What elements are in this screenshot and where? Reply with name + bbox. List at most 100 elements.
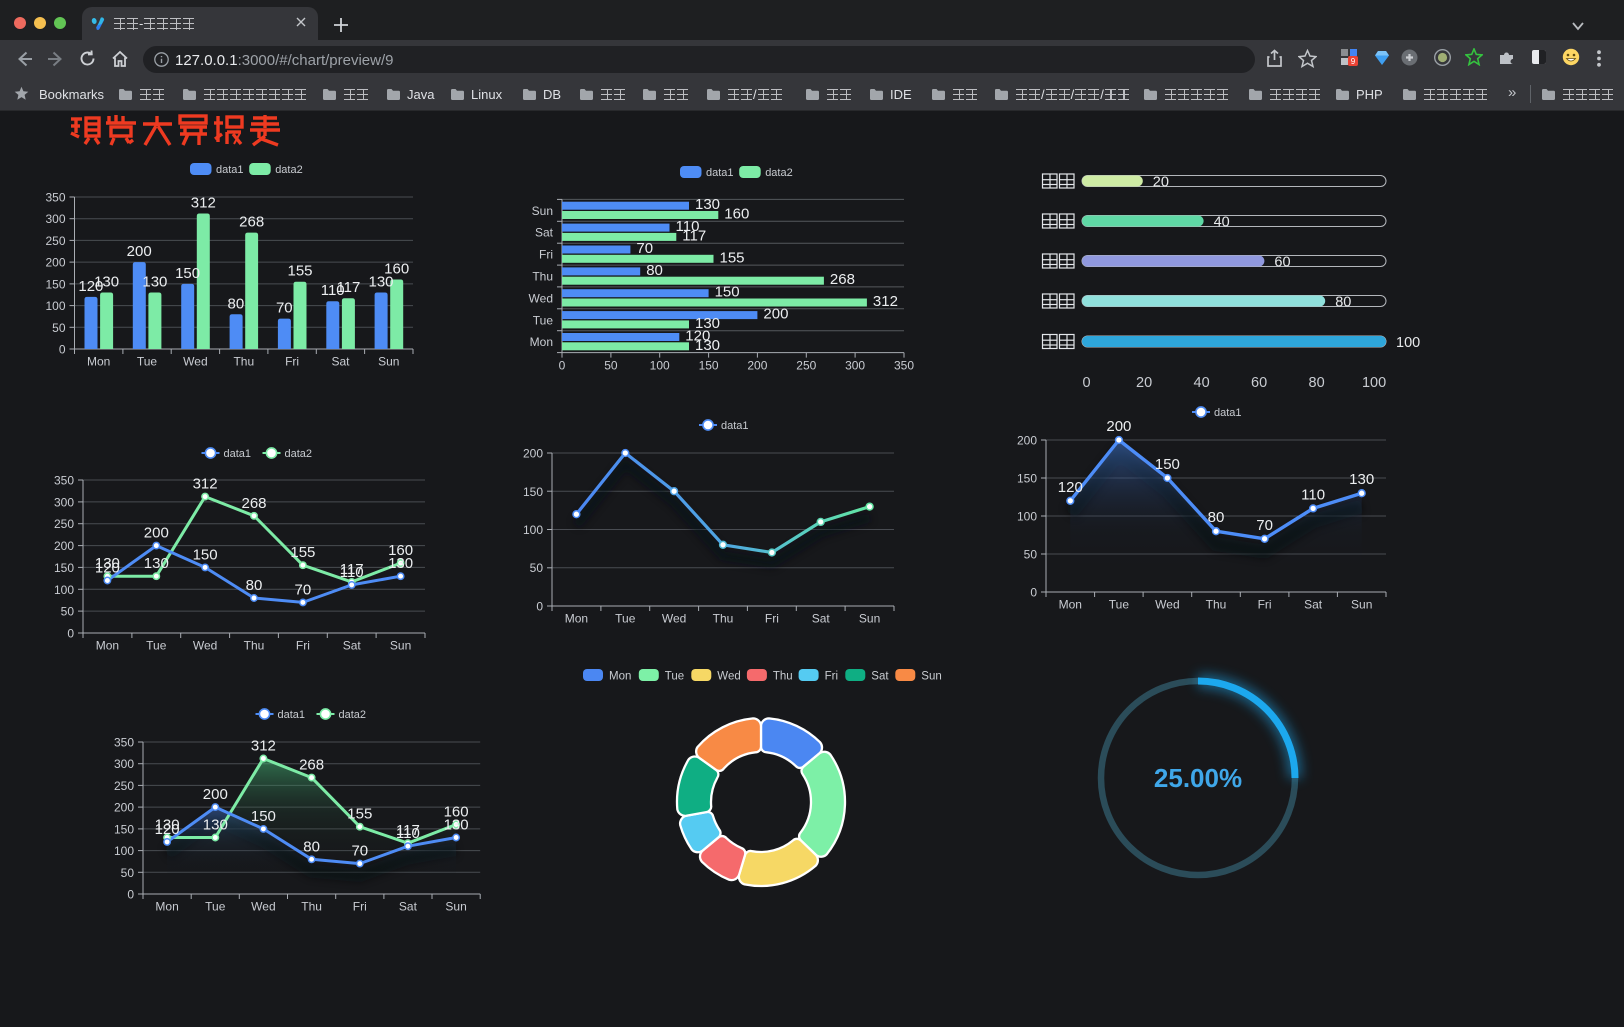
svg-text:250: 250 <box>796 359 816 373</box>
svg-text:200: 200 <box>144 525 169 542</box>
svg-text:Tue: Tue <box>137 355 158 369</box>
svg-text:Thu: Thu <box>244 639 265 653</box>
svg-text:100: 100 <box>114 844 134 858</box>
svg-text:200: 200 <box>114 801 134 815</box>
svg-text:0: 0 <box>536 600 543 614</box>
svg-text:130: 130 <box>94 274 119 291</box>
svg-text:268: 268 <box>241 495 266 512</box>
svg-text:110: 110 <box>340 564 364 581</box>
svg-text:130: 130 <box>368 274 393 291</box>
svg-text:Fri: Fri <box>539 248 553 262</box>
svg-text:70: 70 <box>1256 517 1273 534</box>
svg-text:130: 130 <box>695 337 720 354</box>
svg-text:Tue: Tue <box>205 900 226 914</box>
svg-text:150: 150 <box>699 359 719 373</box>
svg-text:120: 120 <box>78 278 103 295</box>
svg-text:160: 160 <box>724 206 749 223</box>
svg-text:130: 130 <box>144 555 169 572</box>
svg-text:117: 117 <box>682 227 706 244</box>
svg-text:Fri: Fri <box>353 900 367 914</box>
svg-text:9: 9 <box>1351 57 1356 66</box>
svg-text:130: 130 <box>142 274 167 291</box>
svg-text:Tue: Tue <box>665 671 684 683</box>
svg-text:Tue: Tue <box>1109 598 1130 612</box>
svg-text:100: 100 <box>1017 510 1037 524</box>
svg-text:100: 100 <box>1396 335 1420 351</box>
svg-text:350: 350 <box>45 191 65 205</box>
svg-text:200: 200 <box>747 359 767 373</box>
svg-text:Sun: Sun <box>445 900 466 914</box>
svg-text:120: 120 <box>95 560 120 577</box>
svg-text:130: 130 <box>203 817 228 834</box>
svg-text:Fri: Fri <box>296 639 310 653</box>
svg-text:268: 268 <box>830 271 855 288</box>
svg-text:130: 130 <box>95 555 120 572</box>
svg-text:100: 100 <box>54 583 74 597</box>
svg-text:100: 100 <box>650 359 670 373</box>
svg-text:150: 150 <box>114 822 134 836</box>
svg-text:Mon: Mon <box>96 639 119 653</box>
svg-text:Sat: Sat <box>331 355 350 369</box>
svg-text:70: 70 <box>276 300 293 317</box>
svg-text:data1: data1 <box>706 167 734 179</box>
svg-text:0: 0 <box>559 359 566 373</box>
svg-text:312: 312 <box>193 476 218 493</box>
svg-text:Wed: Wed <box>251 900 275 914</box>
svg-text:80: 80 <box>1208 509 1225 526</box>
svg-text:150: 150 <box>715 284 740 301</box>
svg-text:200: 200 <box>45 256 65 270</box>
svg-text:25.00%: 25.00% <box>1154 763 1242 793</box>
svg-text:200: 200 <box>1017 434 1037 448</box>
svg-text:Sat: Sat <box>343 639 362 653</box>
svg-text:130: 130 <box>444 817 469 834</box>
svg-text:20: 20 <box>1136 375 1152 391</box>
svg-text:Tue: Tue <box>615 612 636 626</box>
svg-text:Wed: Wed <box>183 355 207 369</box>
svg-text:Fri: Fri <box>285 355 299 369</box>
svg-text:70: 70 <box>295 581 312 598</box>
svg-text:data2: data2 <box>339 709 367 721</box>
svg-text:150: 150 <box>251 808 276 825</box>
svg-text:100: 100 <box>45 299 65 313</box>
svg-text:Sat: Sat <box>535 226 554 240</box>
svg-text:200: 200 <box>523 447 543 461</box>
svg-text:200: 200 <box>763 306 788 323</box>
svg-text:Thu: Thu <box>301 900 322 914</box>
svg-text:Wed: Wed <box>662 612 686 626</box>
svg-text:160: 160 <box>384 261 409 278</box>
svg-text:268: 268 <box>299 757 324 774</box>
svg-text:Wed: Wed <box>529 291 553 305</box>
svg-text:Mon: Mon <box>530 335 553 349</box>
svg-text:Sat: Sat <box>1304 598 1323 612</box>
svg-text:350: 350 <box>894 359 914 373</box>
svg-text:data1: data1 <box>721 420 749 432</box>
svg-text:117: 117 <box>336 279 360 296</box>
svg-text:Mon: Mon <box>1059 598 1082 612</box>
svg-text:Sat: Sat <box>812 612 831 626</box>
svg-text:110: 110 <box>676 218 700 235</box>
svg-text:0: 0 <box>59 343 66 357</box>
svg-text:50: 50 <box>604 359 618 373</box>
svg-text:100: 100 <box>523 523 543 537</box>
svg-text:350: 350 <box>54 474 74 488</box>
svg-text:100: 100 <box>1362 375 1386 391</box>
svg-text:Fri: Fri <box>825 671 838 683</box>
svg-text:data1: data1 <box>216 164 244 176</box>
svg-text:200: 200 <box>1106 418 1131 435</box>
svg-text:data1: data1 <box>278 709 306 721</box>
svg-text:0: 0 <box>1030 586 1037 600</box>
svg-text:300: 300 <box>54 495 74 509</box>
svg-text:300: 300 <box>45 212 65 226</box>
svg-text:data2: data2 <box>285 448 313 460</box>
svg-text:80: 80 <box>646 262 663 279</box>
svg-text:Sun: Sun <box>532 204 553 218</box>
svg-text:70: 70 <box>636 240 653 257</box>
svg-text:80: 80 <box>228 295 245 312</box>
svg-text:130: 130 <box>695 196 720 213</box>
svg-text:150: 150 <box>175 265 200 282</box>
svg-text:117: 117 <box>340 561 364 578</box>
svg-text:Wed: Wed <box>717 671 740 683</box>
svg-text:117: 117 <box>396 822 420 839</box>
svg-text:0: 0 <box>1083 375 1091 391</box>
svg-text:40: 40 <box>1214 215 1230 231</box>
